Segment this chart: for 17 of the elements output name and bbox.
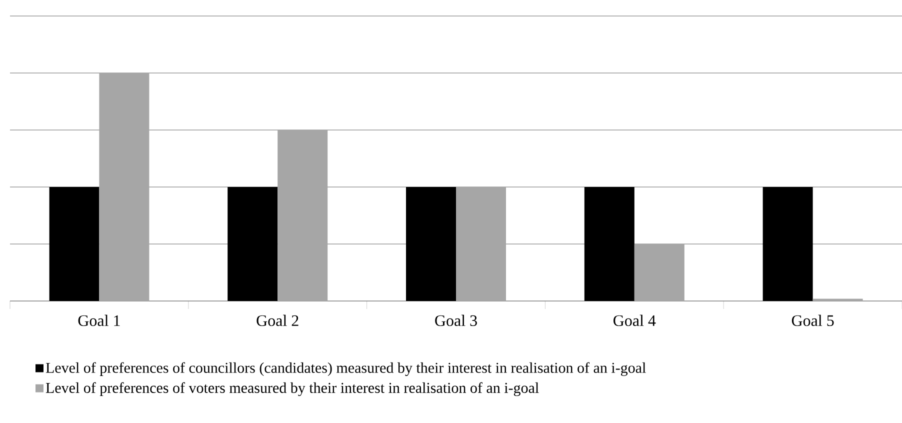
x-tick-label: Goal 5 xyxy=(792,314,834,326)
bar xyxy=(634,244,684,302)
x-tick-label: Goal 2 xyxy=(256,314,298,326)
bar xyxy=(762,187,813,302)
bar xyxy=(49,187,100,302)
bar xyxy=(456,187,506,302)
x-tick-label: Goal 4 xyxy=(614,314,656,326)
x-tick-label: Goal 3 xyxy=(435,314,477,326)
bar xyxy=(406,187,456,302)
bar xyxy=(278,130,328,302)
x-tick-label: Goal 1 xyxy=(78,314,120,326)
legend-label: Level of preferences of voters measured by their interest in realisation of an i-goal xyxy=(46,382,539,396)
bar xyxy=(99,73,150,302)
bar xyxy=(228,187,278,302)
bar xyxy=(584,187,634,302)
legend-label: Level of preferences of councillors (candidates) measured by their interest in realisation of an i-goal xyxy=(46,362,646,376)
bar xyxy=(812,298,863,302)
